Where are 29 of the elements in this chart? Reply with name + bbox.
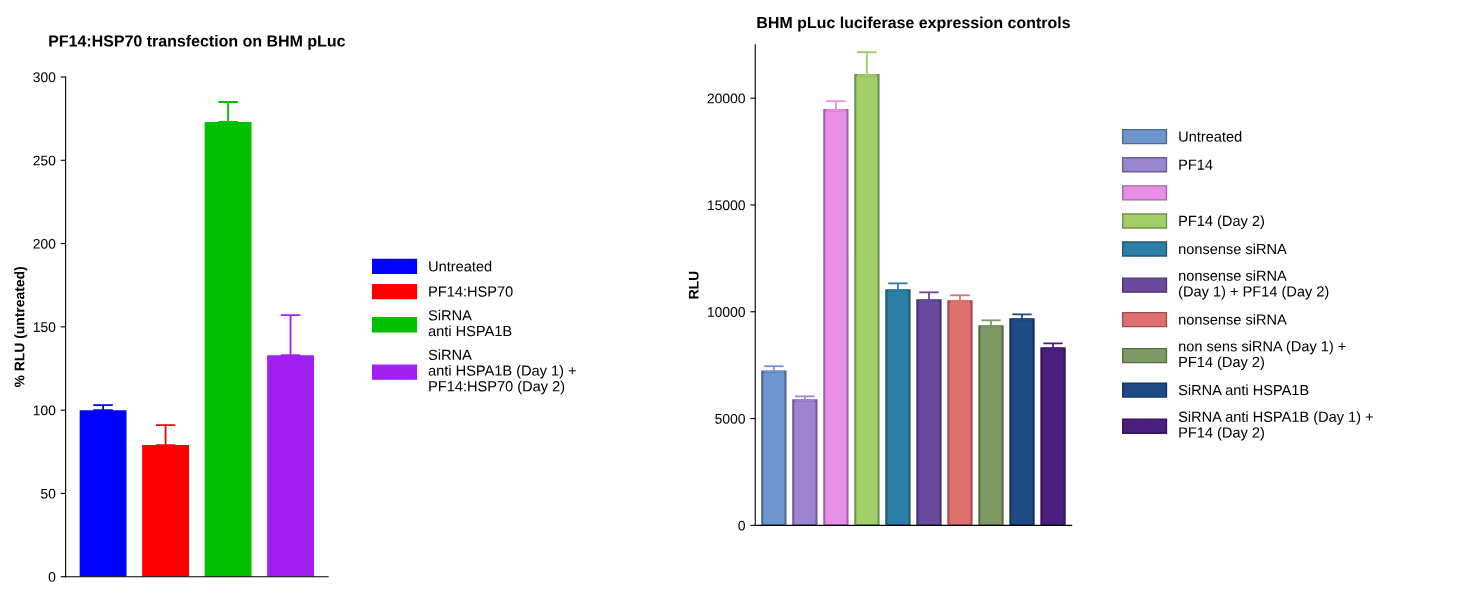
y-tick-label: 15000: [707, 200, 745, 211]
legend-label: nonsense siRNA (Day 1) + PF14 (Day 2): [1179, 270, 1329, 300]
legend-label: SiRNA anti HSPA1B: [1178, 384, 1309, 396]
legend-label: SiRNA anti HSPA1B (Day 1) + PF14:HSP70 (Day 2): [428, 349, 576, 395]
legend-label: SiRNA anti HSPA1B: [428, 309, 512, 337]
y-axis-title: RLU: [688, 271, 699, 299]
y-tick-label: 250: [33, 155, 56, 166]
legend-label: nonsense siRNA: [1179, 313, 1287, 325]
y-tick-label: 100: [33, 405, 56, 416]
y-tick-label: 150: [33, 322, 56, 333]
legend-label: PF14:HSP70: [429, 286, 513, 297]
legend-label: PF14 (Day 2): [1179, 215, 1264, 229]
legend-label: non sens siRNA (Day 1) + PF14 (Day 2): [1179, 340, 1346, 370]
legend-label: Untreated: [1179, 131, 1242, 142]
y-tick-label: 50: [41, 488, 56, 499]
y-axis-title: % RLU (untreated): [14, 266, 28, 388]
chart-title: PF14:HSP70 transfection on BHM pLuc: [49, 34, 346, 50]
chart-title: BHM pLuc luciferase expression controls: [757, 16, 1070, 32]
y-tick-label: 300: [33, 72, 56, 83]
legend-label: Untreated: [429, 260, 492, 272]
y-tick-label: 5000: [715, 413, 745, 424]
y-tick-label: 0: [48, 572, 56, 582]
y-tick-label: 200: [33, 238, 56, 249]
y-tick-label: 10000: [707, 307, 745, 317]
y-tick-label: 20000: [707, 93, 745, 104]
legend-label: PF14: [1179, 159, 1213, 170]
y-tick-label: 0: [738, 520, 745, 531]
legend-label: SiRNA anti HSPA1B (Day 1) + PF14 (Day 2): [1178, 411, 1373, 441]
legend-label: nonsense siRNA: [1179, 243, 1287, 255]
